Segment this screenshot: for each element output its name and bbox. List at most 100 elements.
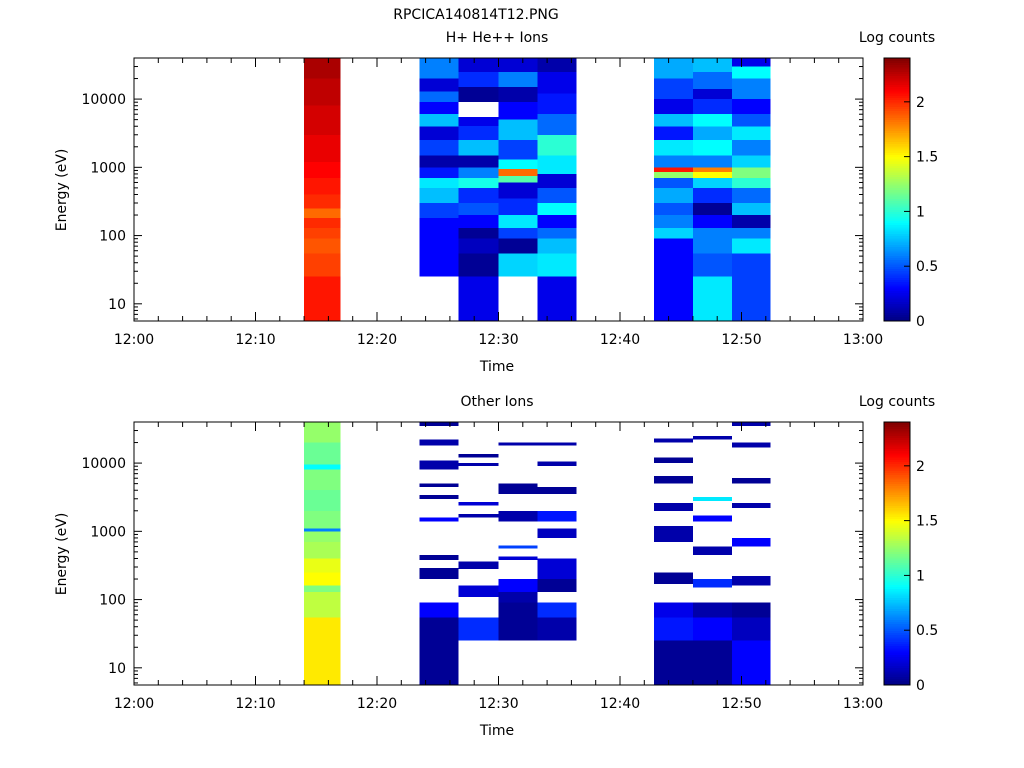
colorbar-strip xyxy=(884,224,910,228)
colorbar-strip xyxy=(884,145,910,149)
colorbar-strip xyxy=(884,660,910,664)
figure-title: RPCICA140814T12.PNG xyxy=(393,7,558,23)
spectrogram-cell xyxy=(304,531,341,542)
spectrogram-cell xyxy=(304,617,341,685)
colorbar-strip xyxy=(884,522,910,526)
colorbar-strip xyxy=(884,248,910,252)
x-axis-ticks: 12:00 12:10 12:20 12:30 12:40 12:50 13:00 xyxy=(114,422,883,712)
colorbar-strip xyxy=(884,217,910,221)
x-tick-label: 12:40 xyxy=(600,332,640,348)
spectrogram-cell xyxy=(458,501,499,506)
colorbar-strip xyxy=(884,422,910,425)
spectrogram-cell xyxy=(692,89,732,100)
spectrogram-cell xyxy=(731,537,771,547)
x-tick-label: 12:00 xyxy=(114,332,154,348)
colorbar-strip xyxy=(884,165,910,169)
colorbar-strip xyxy=(884,520,910,524)
spectrogram-cell xyxy=(419,203,459,219)
colorbar-strip xyxy=(884,161,910,164)
spectrogram-cell xyxy=(419,617,459,685)
colorbar-strip xyxy=(884,658,910,662)
spectrogram-cell xyxy=(654,155,693,168)
colorbar-strip xyxy=(884,623,910,627)
spectrogram-cell xyxy=(304,227,341,239)
spectrogram-cell xyxy=(458,155,499,168)
colorbar-tick-label: 1 xyxy=(916,568,925,584)
spectrogram-cell xyxy=(498,168,538,176)
spectrogram-cell xyxy=(731,140,771,156)
colorbar-strip xyxy=(884,303,910,307)
colorbar-strip xyxy=(884,483,910,487)
colorbar-strip xyxy=(884,476,910,480)
colorbar-strip xyxy=(884,575,910,579)
y-axis-ticks: 10 100 1000 10000 xyxy=(81,421,863,684)
x-tick-label: 12:50 xyxy=(721,332,761,348)
colorbar-strip xyxy=(884,573,910,577)
spectrogram-cell xyxy=(692,177,732,188)
colorbar-strip xyxy=(884,551,910,555)
spectrogram-cell xyxy=(304,78,341,106)
colorbar-strip xyxy=(884,174,910,177)
colorbar-tick-label: 2 xyxy=(916,95,925,111)
colorbar-strip xyxy=(884,185,910,188)
spectrogram-cell xyxy=(419,102,459,115)
x-axis-label: Time xyxy=(479,723,514,739)
colorbar-strip xyxy=(884,595,910,598)
spectrogram-cell xyxy=(419,602,459,618)
spectrogram-cell xyxy=(537,238,577,254)
colorbar-strip xyxy=(884,654,910,658)
colorbar-strip xyxy=(884,590,910,594)
spectrogram-cell xyxy=(537,215,577,228)
colorbar-strip xyxy=(884,193,910,197)
x-tick-label: 13:00 xyxy=(843,332,883,348)
spectrogram-cell xyxy=(692,99,732,115)
colorbar-gradient xyxy=(884,422,910,686)
colorbar-strip xyxy=(884,58,910,61)
colorbar-strip xyxy=(884,255,910,259)
spectrogram-cell xyxy=(419,422,459,426)
colorbar-strip xyxy=(884,540,910,544)
y-tick-label: 100 xyxy=(99,229,126,245)
colorbar-strip xyxy=(884,465,910,469)
spectrogram-cell xyxy=(458,58,499,72)
spectrogram-cell xyxy=(692,640,732,685)
colorbar-strip xyxy=(884,150,910,153)
colorbar-strip xyxy=(884,500,910,504)
colorbar-strip xyxy=(884,641,910,644)
spectrogram-cell xyxy=(498,556,538,560)
colorbar-ticks: 0 0.5 1 1.5 2 xyxy=(904,95,938,330)
spectrogram-cell xyxy=(692,172,732,178)
spectrogram-cell xyxy=(731,114,771,127)
colorbar-strip xyxy=(884,496,910,500)
spectrogram-cell xyxy=(731,238,771,254)
colorbar-strip xyxy=(884,246,910,250)
colorbar-strip xyxy=(884,649,910,653)
colorbar-strip xyxy=(884,191,910,195)
colorbar-strip xyxy=(884,680,910,684)
spectrogram-cell xyxy=(458,116,499,127)
colorbar-strip xyxy=(884,296,910,300)
colorbar-strip xyxy=(884,457,910,460)
spectrogram-cell xyxy=(692,579,732,588)
colorbar-strip xyxy=(884,428,910,432)
colorbar-strip xyxy=(884,178,910,182)
colorbar-strip xyxy=(884,509,910,513)
spectrogram-cell xyxy=(419,155,459,168)
spectrogram-cell xyxy=(498,58,538,72)
colorbar-strip xyxy=(884,564,910,568)
colorbar-strip xyxy=(884,237,910,241)
colorbar-strip xyxy=(884,169,910,173)
colorbar-strip xyxy=(884,64,910,68)
colorbar-tick-label: 1 xyxy=(916,204,925,220)
colorbar-strip xyxy=(884,597,910,601)
spectrogram-cell xyxy=(731,126,771,141)
colorbar: Log counts 0 0.5 1 1.5 2 xyxy=(859,30,938,330)
x-tick-label: 12:20 xyxy=(357,696,397,712)
spectrogram-cell xyxy=(498,87,538,103)
colorbar-strip xyxy=(884,652,910,655)
x-tick-label: 12:10 xyxy=(235,332,275,348)
spectrogram-cell xyxy=(458,177,499,188)
spectrogram-cell xyxy=(419,140,459,156)
y-tick-label: 10 xyxy=(108,661,126,677)
spectrogram-cell xyxy=(654,172,693,178)
